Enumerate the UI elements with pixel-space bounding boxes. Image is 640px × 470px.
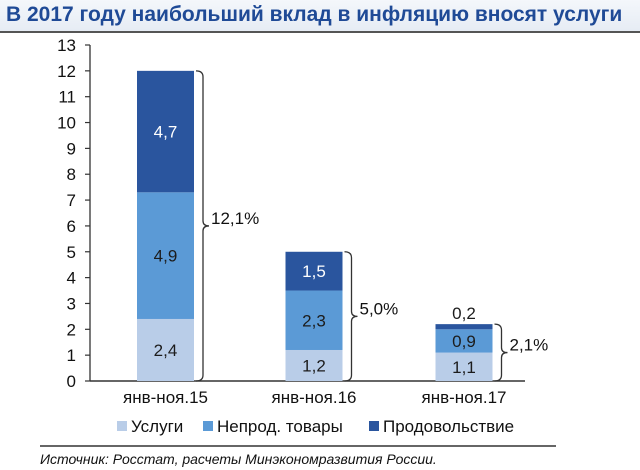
total-label: 5,0%	[360, 299, 399, 318]
data-label: 1,2	[302, 356, 326, 375]
bar-segment	[285, 290, 343, 350]
y-tick-label: 5	[67, 243, 76, 262]
chart-title: В 2017 году наибольший вклад в инфляцию …	[6, 3, 623, 26]
legend-swatch	[203, 421, 213, 431]
total-label: 12,1%	[211, 209, 259, 228]
y-tick-label: 6	[67, 217, 76, 236]
y-tick-label: 12	[57, 62, 76, 81]
bar-segment	[435, 329, 493, 353]
data-label: 2,3	[302, 311, 326, 330]
total-bracket	[344, 251, 358, 382]
total-bracket	[494, 323, 508, 382]
y-tick-label: 10	[57, 114, 76, 133]
legend-label: Продовольствие	[383, 417, 514, 436]
bar-segment	[285, 251, 343, 291]
bar-segment	[435, 324, 493, 330]
y-tick-label: 9	[67, 139, 76, 158]
total-label: 2,1%	[510, 336, 549, 355]
bar-segment	[435, 352, 493, 381]
y-tick-label: 13	[57, 36, 76, 55]
legend-swatch	[369, 421, 379, 431]
bar-segment	[285, 349, 343, 381]
x-tick-label: янв-ноя.16	[272, 388, 357, 407]
legend-label: Услуги	[131, 417, 183, 436]
bar-segment	[137, 192, 194, 319]
y-tick-label: 4	[67, 269, 76, 288]
title-bar: В 2017 году наибольший вклад в инфляцию …	[0, 0, 640, 33]
data-label: 0,2	[452, 304, 476, 323]
source-note: Источник: Росстат, расчеты Минэкономразв…	[40, 451, 437, 467]
y-tick-label: 1	[67, 346, 76, 365]
y-tick-label: 7	[67, 191, 76, 210]
x-tick-label: янв-ноя.17	[422, 388, 507, 407]
x-tick-label: янв-ноя.15	[123, 388, 208, 407]
y-tick-label: 11	[58, 88, 76, 107]
total-bracket	[195, 70, 210, 382]
bar-segment	[137, 70, 194, 193]
data-label: 0,9	[452, 332, 476, 351]
bar-segment	[137, 318, 194, 381]
legend-swatch	[117, 421, 127, 431]
data-label: 2,4	[154, 341, 178, 360]
data-label: 1,5	[302, 262, 326, 281]
y-tick-label: 0	[67, 372, 76, 391]
y-tick-label: 3	[67, 294, 76, 313]
y-tick-label: 8	[67, 165, 76, 184]
legend-label: Непрод. товары	[217, 417, 343, 436]
data-label: 4,7	[154, 123, 178, 142]
data-label: 1,1	[452, 358, 476, 377]
data-label: 4,9	[154, 247, 178, 266]
y-tick-label: 2	[67, 320, 76, 339]
